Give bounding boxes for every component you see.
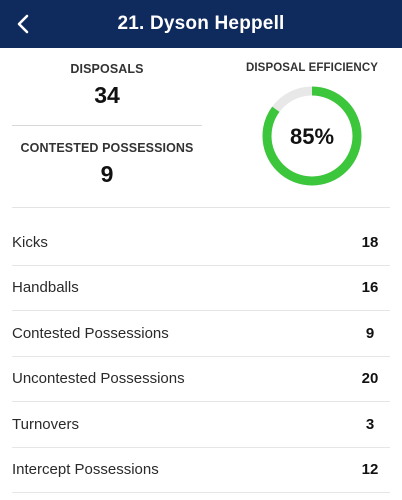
stat-row: Handballs 16: [12, 266, 390, 311]
stat-row-label: Intercept Possessions: [12, 461, 159, 479]
stat-row-value: 18: [361, 233, 379, 251]
stat-row: Contested Possessions 9: [12, 311, 390, 357]
stat-row-value: 16: [361, 279, 379, 297]
back-button[interactable]: [4, 4, 44, 44]
summary-panel: DISPOSALS 34 CONTESTED POSSESSIONS 9 DIS…: [12, 48, 390, 208]
efficiency-donut: 85%: [262, 86, 362, 186]
stats-list: Kicks 18 Handballs 16 Contested Possessions 9…: [12, 220, 390, 493]
stat-row-value: 20: [361, 370, 379, 388]
stat-row: Intercept Possessions 12: [12, 448, 390, 493]
stat-row-value: 9: [365, 324, 375, 342]
efficiency-value: 85%: [290, 124, 334, 149]
chevron-left-icon: [17, 14, 29, 34]
stat-row-value: 12: [361, 461, 379, 479]
stat-row: Turnovers 3: [12, 402, 390, 448]
efficiency-arc: [262, 86, 362, 186]
page-title: 21. Dyson Heppell: [117, 13, 285, 34]
efficiency-label: DISPOSAL EFFICIENCY: [245, 62, 379, 74]
contested-label: CONTESTED POSSESSIONS: [20, 141, 194, 155]
top-nav-bar: 21. Dyson Heppell: [0, 0, 402, 48]
disposals-stat: DISPOSALS 34: [12, 62, 202, 109]
stat-row-label: Handballs: [12, 279, 79, 297]
disposals-value: 34: [94, 82, 120, 108]
disposals-label: DISPOSALS: [70, 62, 144, 76]
contested-value: 9: [100, 161, 114, 187]
stat-divider: [12, 125, 202, 126]
stat-row-value: 3: [365, 415, 375, 433]
stat-row: Uncontested Possessions 20: [12, 357, 390, 402]
stat-row-label: Uncontested Possessions: [12, 370, 185, 388]
stat-row-label: Turnovers: [12, 415, 79, 433]
efficiency-stat: DISPOSAL EFFICIENCY 85%: [232, 62, 392, 190]
stat-row-label: Contested Possessions: [12, 324, 169, 342]
stat-row: Kicks 18: [12, 220, 390, 266]
stat-row-label: Kicks: [12, 233, 48, 251]
contested-stat: CONTESTED POSSESSIONS 9: [12, 141, 202, 188]
